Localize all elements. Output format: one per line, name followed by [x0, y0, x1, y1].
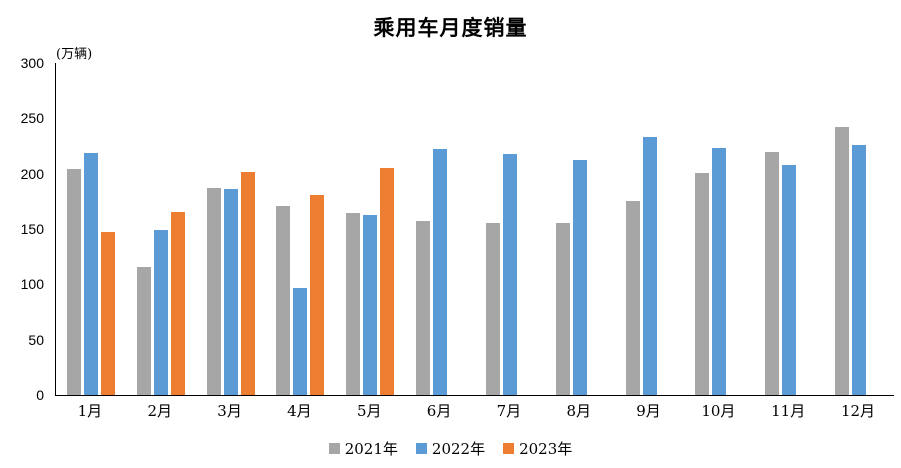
- month-group-11: [754, 63, 824, 395]
- bar-2021年-12月: [835, 127, 850, 395]
- legend-label: 2021年: [344, 440, 398, 458]
- month-group-1: [56, 63, 126, 395]
- y-axis-tick-label: 150: [20, 221, 44, 237]
- month-group-7: [475, 63, 545, 395]
- bar-2021年-8月: [555, 223, 570, 395]
- bar-2022年-5月: [363, 215, 378, 395]
- bar-2021年-2月: [136, 267, 151, 395]
- y-axis-unit-label: (万辆): [56, 47, 93, 62]
- legend-item-2023年: 2023年: [503, 438, 572, 459]
- month-group-8: [545, 63, 615, 395]
- x-axis-tick-label: 7月: [496, 402, 522, 420]
- legend-label: 2022年: [431, 440, 486, 458]
- x-axis-tick-label: 1月: [77, 402, 103, 420]
- bar-2021年-6月: [416, 221, 431, 395]
- legend-label: 2023年: [519, 440, 573, 458]
- bar-2022年-9月: [642, 136, 657, 395]
- x-axis-tick-label: 10月: [701, 402, 736, 420]
- month-group-3: [196, 63, 266, 395]
- y-axis-tick-label: 250: [20, 110, 44, 127]
- bar-2021年-9月: [625, 201, 640, 395]
- bar-2021年-10月: [695, 172, 710, 395]
- legend: 2021年 2022年 2023年: [0, 438, 901, 459]
- month-group-4: [265, 63, 335, 395]
- legend-swatch-icon: [415, 443, 427, 454]
- month-group-2: [126, 63, 196, 395]
- x-axis-tick-label: 8月: [566, 402, 591, 420]
- bar-2023年-5月: [380, 168, 395, 395]
- x-axis-labels: 1月 2月 3月 4月 5月 6月 7月 8月 9月 10月 11月 12月: [55, 400, 893, 421]
- month-group-5: [335, 63, 405, 395]
- legend-item-2022年: 2022年: [415, 438, 486, 459]
- month-group-9: [615, 63, 685, 395]
- month-group-10: [684, 63, 754, 395]
- y-axis-tick-label: 200: [20, 165, 44, 182]
- month-group-12: [824, 63, 894, 395]
- chart-title: 乘用车月度销量: [373, 15, 528, 40]
- x-axis-tick-label: 4月: [287, 402, 312, 420]
- bar-2021年-1月: [66, 168, 81, 395]
- y-axis-tick-label: 0: [36, 387, 44, 403]
- bar-2023年-2月: [170, 212, 185, 395]
- bar-2022年-10月: [712, 148, 727, 395]
- x-axis-tick-label: 5月: [356, 402, 382, 420]
- bar-2022年-3月: [223, 188, 238, 395]
- bar-2023年-3月: [240, 171, 255, 395]
- legend-swatch-icon: [328, 443, 340, 454]
- bar-2023年-4月: [310, 194, 325, 395]
- x-axis-tick-label: 12月: [840, 402, 876, 420]
- bar-2022年-6月: [433, 149, 448, 395]
- x-axis-tick-label: 6月: [426, 402, 452, 420]
- y-axis-tick-label: 50: [28, 331, 44, 348]
- y-axis-tick-label: 300: [20, 55, 44, 71]
- bar-2022年-7月: [502, 154, 517, 395]
- bar-2022年-11月: [782, 165, 797, 395]
- x-axis-tick-label: 9月: [636, 402, 661, 420]
- plot-area: [55, 63, 894, 396]
- bar-2022年-1月: [83, 153, 98, 395]
- x-axis-tick-label: 3月: [217, 402, 242, 420]
- legend-item-2021年: 2021年: [328, 438, 398, 459]
- y-axis-tick-label: 100: [20, 276, 44, 293]
- x-axis-tick-label: 2月: [147, 402, 173, 420]
- legend-swatch-icon: [503, 443, 515, 454]
- bar-2023年-1月: [100, 232, 115, 395]
- bar-2021年-11月: [765, 152, 780, 395]
- bar-2021年-5月: [346, 212, 361, 395]
- bar-2021年-7月: [485, 223, 500, 395]
- bar-2022年-12月: [852, 144, 867, 395]
- bar-2022年-4月: [293, 288, 308, 395]
- bar-2021年-3月: [206, 187, 221, 395]
- bar-2021年-4月: [276, 206, 291, 395]
- bar-2022年-8月: [572, 159, 587, 395]
- x-axis-tick-label: 11月: [771, 402, 806, 420]
- bar-2022年-2月: [153, 230, 168, 395]
- month-group-6: [405, 63, 475, 395]
